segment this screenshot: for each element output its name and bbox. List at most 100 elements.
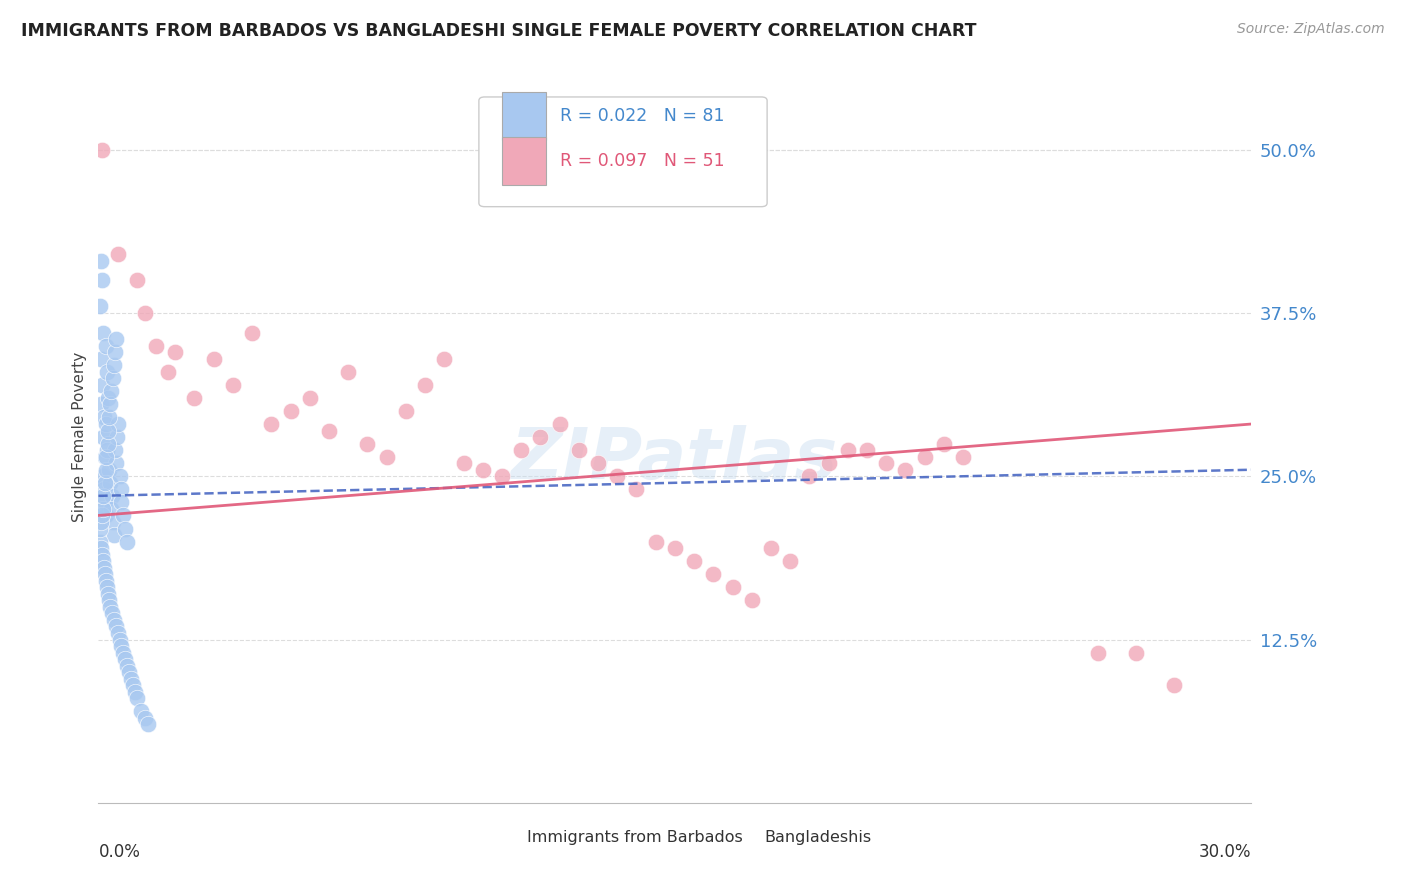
Point xyxy=(98,397,121,411)
Point xyxy=(134,306,156,320)
Point xyxy=(90,541,112,555)
Point xyxy=(93,489,115,503)
Point xyxy=(91,273,114,287)
Point xyxy=(124,685,146,699)
Point xyxy=(93,410,115,425)
Point xyxy=(97,587,120,601)
Text: 30.0%: 30.0% xyxy=(1199,843,1251,861)
Point xyxy=(779,554,801,568)
Point xyxy=(471,463,494,477)
Point xyxy=(114,521,136,535)
Point xyxy=(94,574,117,588)
Point xyxy=(240,326,263,340)
Point xyxy=(91,469,114,483)
Point xyxy=(741,593,763,607)
Point xyxy=(93,495,115,509)
Point xyxy=(101,371,124,385)
FancyBboxPatch shape xyxy=(502,92,546,139)
Point xyxy=(104,619,127,633)
Point xyxy=(453,456,475,470)
Point xyxy=(280,404,302,418)
Point xyxy=(98,475,121,490)
Point xyxy=(90,508,112,523)
Point xyxy=(683,554,706,568)
FancyBboxPatch shape xyxy=(721,827,755,849)
Text: Source: ZipAtlas.com: Source: ZipAtlas.com xyxy=(1237,22,1385,37)
Point xyxy=(94,339,117,353)
FancyBboxPatch shape xyxy=(502,137,546,185)
Text: Bangladeshis: Bangladeshis xyxy=(765,830,872,845)
Point xyxy=(91,143,114,157)
Point xyxy=(356,436,378,450)
Point xyxy=(94,567,117,582)
Point xyxy=(103,443,125,458)
Point xyxy=(117,658,139,673)
Point xyxy=(108,632,131,647)
Point xyxy=(97,391,120,405)
Point xyxy=(89,300,111,314)
Point xyxy=(98,593,121,607)
Point xyxy=(91,554,114,568)
Point xyxy=(103,528,125,542)
Point xyxy=(97,463,120,477)
Point xyxy=(108,469,131,483)
Text: ZIPatlas: ZIPatlas xyxy=(512,425,838,493)
Point xyxy=(156,365,179,379)
Point xyxy=(125,691,148,706)
Point xyxy=(817,456,839,470)
Point xyxy=(94,450,117,464)
Point xyxy=(110,495,132,509)
Point xyxy=(644,534,666,549)
Point xyxy=(702,567,724,582)
Point xyxy=(96,450,118,464)
Point xyxy=(101,489,124,503)
Point xyxy=(894,463,917,477)
Point xyxy=(103,613,125,627)
Point xyxy=(96,580,118,594)
Point xyxy=(875,456,897,470)
Text: Immigrants from Barbados: Immigrants from Barbados xyxy=(527,830,742,845)
Point xyxy=(529,430,551,444)
Point xyxy=(165,345,187,359)
Point xyxy=(107,626,129,640)
FancyBboxPatch shape xyxy=(485,827,519,849)
Point xyxy=(759,541,782,555)
Point xyxy=(110,639,132,653)
Point xyxy=(105,332,128,346)
Point xyxy=(104,456,127,470)
Point xyxy=(93,475,115,490)
Point xyxy=(94,463,117,477)
Point xyxy=(260,417,283,431)
Point xyxy=(118,665,141,680)
Point xyxy=(1087,646,1109,660)
Point xyxy=(125,273,148,287)
Point xyxy=(568,443,591,458)
Point xyxy=(952,450,974,464)
Point xyxy=(93,430,115,444)
Point xyxy=(183,391,205,405)
Point xyxy=(101,515,124,529)
Point xyxy=(433,351,456,366)
Text: R = 0.097   N = 51: R = 0.097 N = 51 xyxy=(560,152,724,169)
Text: R = 0.022   N = 81: R = 0.022 N = 81 xyxy=(560,107,724,125)
Point xyxy=(548,417,571,431)
Point xyxy=(375,450,398,464)
Point xyxy=(112,646,135,660)
Point xyxy=(122,678,145,692)
Point xyxy=(103,358,125,372)
Point xyxy=(91,326,114,340)
Point xyxy=(586,456,609,470)
Point xyxy=(318,424,340,438)
Point xyxy=(90,377,112,392)
Point xyxy=(100,384,122,399)
Y-axis label: Single Female Poverty: Single Female Poverty xyxy=(72,352,87,522)
Point xyxy=(129,705,152,719)
Point xyxy=(90,351,112,366)
Point xyxy=(1163,678,1185,692)
Point xyxy=(202,351,225,366)
Point xyxy=(98,410,121,425)
Point xyxy=(105,430,128,444)
Point xyxy=(298,391,321,405)
Point xyxy=(97,424,120,438)
Point xyxy=(89,521,111,535)
